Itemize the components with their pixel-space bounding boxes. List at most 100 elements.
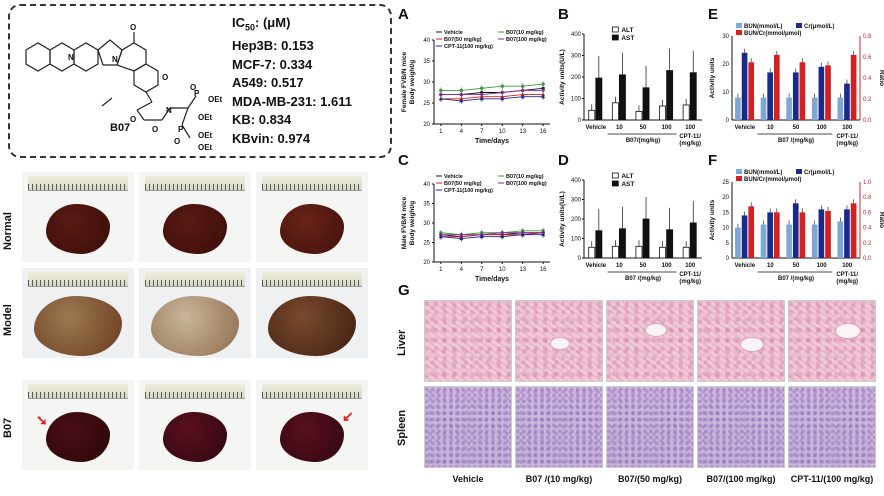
bar bbox=[642, 87, 650, 121]
x-tick-label: 100 bbox=[685, 125, 696, 131]
liver-specimen bbox=[280, 412, 344, 462]
y-axis-label: Activity units(U/L) bbox=[559, 49, 566, 105]
y2-tick-label: 0.8 bbox=[863, 195, 872, 201]
data-point bbox=[500, 234, 505, 239]
tumor-arrow-icon: ↙ bbox=[342, 408, 354, 424]
legend-label: Cr(μmol/L) bbox=[804, 170, 834, 176]
y2-tick-label: 0.2 bbox=[863, 241, 872, 247]
series-line bbox=[440, 232, 544, 236]
x-tick-label: 7 bbox=[480, 267, 484, 273]
legend-swatch bbox=[611, 172, 619, 179]
legend-label: CPT-11(100 mg/kg) bbox=[444, 44, 493, 50]
x-tick-label: Vehicle bbox=[585, 263, 606, 269]
x-tick-label: 4 bbox=[460, 267, 464, 273]
data-point bbox=[459, 88, 463, 92]
legend-label: Cr(μmol/L) bbox=[804, 24, 834, 30]
series-line bbox=[440, 94, 544, 100]
histology-column-label: CPT-11/(100 mg/kg) bbox=[790, 474, 874, 484]
group-label: B07 /(mg/kg) bbox=[778, 276, 814, 282]
x-tick-label: 16 bbox=[540, 267, 547, 273]
y-tick-label: 25 bbox=[423, 241, 430, 247]
vessel-lumen bbox=[645, 323, 667, 337]
panel-letter-f: F bbox=[708, 152, 718, 169]
legend-label: AST bbox=[621, 181, 634, 188]
data-point bbox=[500, 96, 505, 101]
organ-photo: ➘ bbox=[22, 380, 134, 470]
x-tick-label: 1 bbox=[439, 129, 443, 135]
y-tick-label: 10 bbox=[722, 90, 729, 96]
legend-label: B07(10 mg/kg) bbox=[506, 174, 544, 180]
y2-tick-label: 0.4 bbox=[863, 76, 872, 82]
cpt-label: (mg/kg) bbox=[836, 279, 858, 285]
series-line bbox=[440, 96, 544, 102]
liver-specimen bbox=[268, 296, 356, 356]
spleen-histology-image bbox=[424, 386, 512, 468]
y-axis-label: Activity units bbox=[709, 57, 716, 98]
photo-row-label-normal: Normal bbox=[2, 212, 14, 250]
bar bbox=[748, 62, 755, 120]
x-tick-label: 10 bbox=[499, 129, 506, 135]
bar bbox=[611, 102, 619, 121]
legend-label: BUN/Cr(mmol/μmol) bbox=[744, 177, 801, 183]
y-tick-label: 200 bbox=[571, 75, 582, 81]
ruler bbox=[145, 272, 245, 287]
x-tick-label: 7 bbox=[480, 129, 484, 135]
legend-label: B07(50 mg/kg) bbox=[444, 181, 482, 187]
bar bbox=[619, 74, 626, 121]
data-point bbox=[480, 86, 484, 90]
bar bbox=[635, 111, 643, 121]
bar bbox=[588, 109, 596, 121]
ic50-box bbox=[8, 4, 392, 158]
spleen-histology-image bbox=[788, 386, 876, 468]
chart-a-body-weight-female: 40 35 30 25 20 1 4 7 10 13 16 Time/days Female FVB/N… bbox=[401, 30, 550, 145]
y-tick-label: 0 bbox=[578, 256, 582, 262]
vessel-lumen bbox=[550, 337, 570, 350]
compound-label: B07 bbox=[110, 122, 131, 134]
data-point bbox=[541, 82, 545, 86]
liver-specimen bbox=[46, 412, 110, 462]
bar bbox=[611, 245, 619, 259]
x-tick-label: 100 bbox=[817, 263, 828, 269]
y-tick-label: 40 bbox=[423, 182, 430, 188]
liver-histology-image bbox=[515, 300, 603, 382]
bar bbox=[825, 210, 831, 258]
ic50-row-kb: KB: 0.834 bbox=[232, 112, 292, 128]
bar bbox=[844, 83, 850, 120]
bar bbox=[773, 54, 780, 120]
structure-atom-n2: N bbox=[112, 55, 118, 64]
liver-histology-image bbox=[788, 300, 876, 382]
ruler bbox=[262, 384, 362, 399]
x-tick-label: 100 bbox=[842, 125, 853, 131]
cpt-label: (mg/kg) bbox=[836, 141, 858, 147]
ic50-row-a549: A549: 0.517 bbox=[232, 75, 304, 91]
cpt-label: CPT-11/ bbox=[836, 272, 858, 278]
legend-label: BUN(mmol/L) bbox=[744, 170, 782, 176]
legend-swatch bbox=[736, 23, 742, 28]
structure-n3: N bbox=[166, 106, 172, 115]
legend-label: B07(100 mg/kg) bbox=[506, 181, 547, 187]
liver-histology-image bbox=[697, 300, 785, 382]
data-point bbox=[459, 92, 464, 97]
y-tick-label: 25 bbox=[423, 101, 430, 107]
y-tick-label: 100 bbox=[571, 237, 582, 243]
x-tick-label: 10 bbox=[767, 125, 774, 131]
legend-swatch bbox=[796, 169, 802, 174]
y-tick-label: 25 bbox=[722, 180, 729, 186]
ic50-row-kbvin: KBvin: 0.974 bbox=[232, 130, 311, 146]
ruler bbox=[145, 176, 245, 191]
structure-p1: P bbox=[194, 89, 200, 98]
chart-d-liver-enzymes: 400 300 200 100 0 Activity units(U/L) Vehicle 1… bbox=[559, 172, 702, 285]
bar bbox=[799, 62, 806, 120]
x-tick-label: 4 bbox=[460, 129, 464, 135]
x-tick-label: 13 bbox=[519, 129, 526, 135]
histology-column-label: B07 /(10 mg/kg) bbox=[525, 474, 593, 484]
data-point bbox=[520, 88, 525, 93]
data-point bbox=[479, 92, 484, 97]
bar bbox=[595, 77, 603, 121]
bar bbox=[682, 104, 690, 121]
y-tick-label: 35 bbox=[423, 59, 430, 65]
y-axis-label: Activity units bbox=[709, 199, 716, 240]
data-point bbox=[541, 232, 546, 237]
structure-atom-o1: O bbox=[130, 23, 136, 32]
y-tick-label: 30 bbox=[423, 221, 430, 227]
